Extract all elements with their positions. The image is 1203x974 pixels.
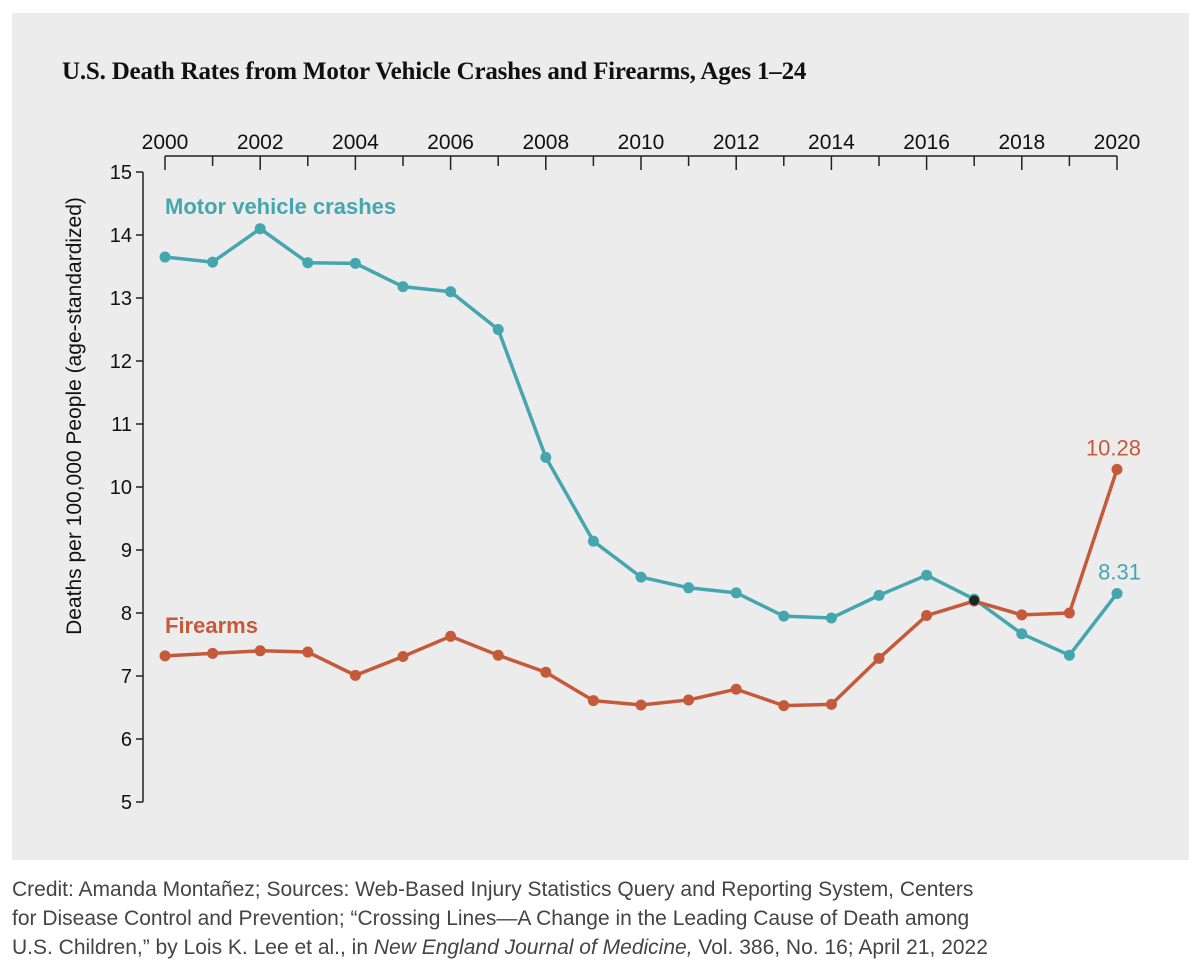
- y-tick-label: 9: [121, 540, 132, 562]
- series-firearms-point: [873, 652, 885, 664]
- series-firearms-point: [445, 630, 457, 642]
- y-tick-label: 6: [121, 729, 132, 751]
- series-firearms-point: [207, 647, 219, 659]
- x-tick-label: 2016: [903, 131, 950, 154]
- series-firearms-point: [540, 666, 552, 678]
- y-tick-label: 11: [111, 414, 132, 436]
- series-motor-vehicle-crashes-point: [159, 251, 171, 263]
- x-tick-label: 2008: [522, 131, 569, 154]
- series-motor-vehicle-crashes-point: [207, 256, 219, 268]
- series-motor-vehicle-crashes-point: [778, 610, 790, 622]
- y-tick-label: 5: [121, 792, 132, 814]
- credit-line-1: Credit: Amanda Montañez; Sources: Web-Ba…: [12, 878, 974, 901]
- x-tick-label: 2000: [142, 131, 189, 154]
- series-motor-vehicle-crashes-point: [1111, 587, 1123, 599]
- end-label-motor-vehicle-crashes: 8.31: [1098, 559, 1141, 584]
- credit-line-2: for Disease Control and Prevention; “Cro…: [12, 907, 970, 930]
- y-tick-label: 15: [110, 162, 132, 184]
- x-tick-label: 2020: [1094, 131, 1141, 154]
- series-motor-vehicle-crashes-point: [540, 451, 552, 463]
- series-firearms-point: [635, 699, 647, 711]
- series-firearms-line: [163, 467, 1119, 708]
- series-motor-vehicle-crashes-point: [1016, 628, 1028, 640]
- series-firearms-point: [587, 695, 599, 707]
- x-tick-label: 2010: [618, 131, 665, 154]
- y-axis-label: Deaths per 100,000 People (age-standardi…: [63, 197, 86, 635]
- credit-text: Credit: Amanda Montañez; Sources: Web-Ba…: [12, 875, 1192, 962]
- series-firearms-point: [159, 650, 171, 662]
- y-tick-label: 14: [110, 225, 132, 247]
- series-firearms-point: [349, 669, 361, 681]
- series-motor-vehicle-crashes-point: [730, 587, 742, 599]
- series-motor-vehicle-crashes-point: [445, 286, 457, 298]
- series-firearms-point: [492, 649, 504, 661]
- series-label-motor-vehicle-crashes: Motor vehicle crashes: [165, 194, 396, 219]
- series-firearms-point: [778, 700, 790, 712]
- x-tick-label: 2006: [427, 131, 474, 154]
- credit-line-3-start: U.S. Children,” by Lois K. Lee et al., i…: [12, 936, 374, 959]
- series-firearms-point: [1016, 609, 1028, 621]
- series-firearms-point: [683, 694, 695, 706]
- series-motor-vehicle-crashes-point: [683, 582, 695, 594]
- x-tick-label: 2012: [713, 131, 760, 154]
- series-motor-vehicle-crashes-point: [873, 589, 885, 601]
- series-label-firearms: Firearms: [165, 613, 258, 638]
- series-motor-vehicle-crashes-point: [302, 257, 314, 269]
- series-firearms-point: [302, 646, 314, 658]
- series-motor-vehicle-crashes-point: [492, 324, 504, 335]
- series-firearms-point: [1111, 463, 1123, 475]
- x-tick-label: 2004: [332, 131, 379, 154]
- chart-panel: [12, 13, 1189, 860]
- series-motor-vehicle-crashes-point: [254, 223, 266, 235]
- series-firearms-point: [825, 698, 837, 710]
- chart-title: U.S. Death Rates from Motor Vehicle Cras…: [62, 58, 807, 85]
- series-motor-vehicle-crashes-point: [349, 257, 361, 269]
- crossing-point-marker: [969, 595, 980, 606]
- x-tick-label: 2002: [237, 131, 284, 154]
- series-firearms-point: [1063, 607, 1075, 619]
- series-firearms-point: [397, 650, 409, 662]
- x-tick-label: 2014: [808, 131, 855, 154]
- y-tick-label: 8: [121, 603, 132, 625]
- credit-line-3-end: Vol. 386, No. 16; April 21, 2022: [692, 936, 988, 959]
- series-motor-vehicle-crashes-point: [397, 281, 409, 293]
- y-tick-label: 13: [110, 288, 132, 310]
- y-tick-label: 12: [110, 351, 132, 373]
- y-tick-label: 10: [110, 477, 132, 499]
- credit-journal-name: New England Journal of Medicine,: [373, 936, 693, 959]
- series-firearms-point: [254, 645, 266, 657]
- series-motor-vehicle-crashes-point: [1063, 649, 1075, 661]
- series-motor-vehicle-crashes-point: [825, 612, 837, 624]
- series-motor-vehicle-crashes-point: [635, 571, 647, 583]
- series-firearms-point: [921, 610, 933, 622]
- end-label-firearms: 10.28: [1086, 435, 1141, 460]
- series-motor-vehicle-crashes-point: [921, 569, 933, 581]
- series-motor-vehicle-crashes-line: [163, 226, 1119, 657]
- series-motor-vehicle-crashes-point: [587, 535, 599, 547]
- x-tick-label: 2018: [998, 131, 1045, 154]
- y-tick-label: 7: [121, 666, 132, 688]
- series-firearms-point: [730, 683, 742, 695]
